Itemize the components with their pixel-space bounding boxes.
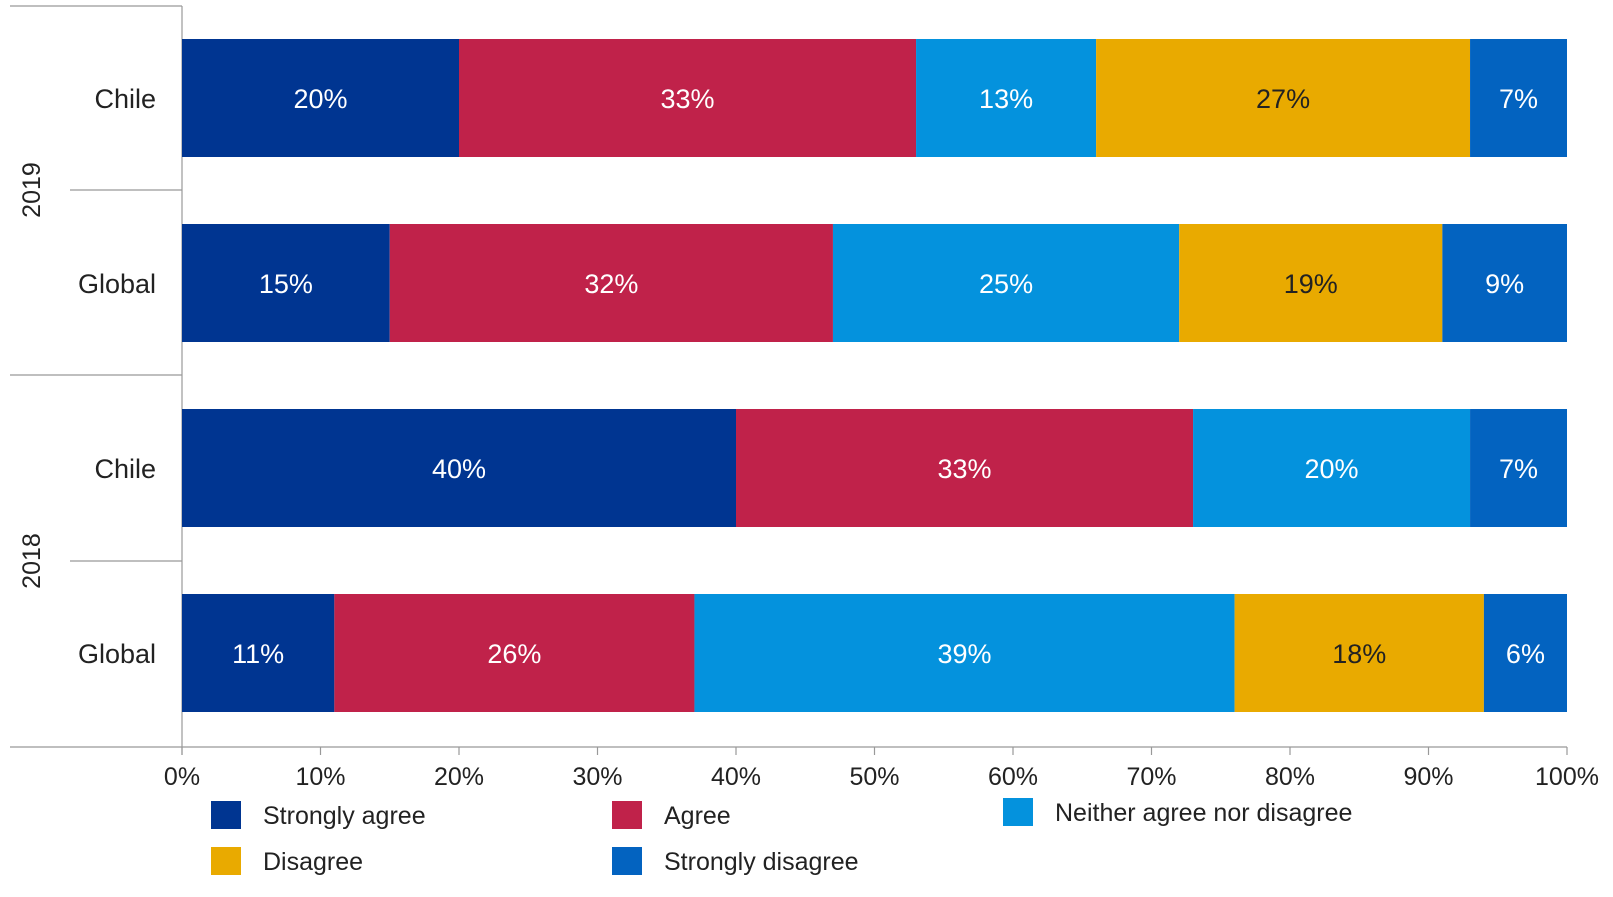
- data-label: 33%: [937, 454, 991, 484]
- bar-segment-agree: [334, 594, 695, 712]
- data-label: 13%: [979, 84, 1033, 114]
- bar-segment-strongly-agree: [182, 39, 459, 157]
- data-label: 6%: [1506, 639, 1545, 669]
- bar-segment-strongly-disagree: [1470, 409, 1567, 527]
- data-label: 18%: [1332, 639, 1386, 669]
- group-label: 2019: [18, 162, 46, 218]
- legend-label: Disagree: [263, 848, 363, 876]
- bar-segment-strongly-agree: [182, 224, 390, 342]
- bar-segment-strongly-disagree: [1442, 224, 1567, 342]
- data-label: 25%: [979, 269, 1033, 299]
- bar-segment-disagree: [1096, 39, 1471, 157]
- bar-segment-strongly-agree: [182, 409, 736, 527]
- x-tick-label: 40%: [711, 763, 761, 791]
- category-label: Global: [78, 269, 156, 299]
- bar-segment-strongly-disagree: [1483, 594, 1567, 712]
- data-label: 19%: [1284, 269, 1338, 299]
- x-tick-label: 20%: [434, 763, 484, 791]
- legend-swatch: [211, 801, 241, 829]
- data-label: 9%: [1485, 269, 1524, 299]
- bar-segment-agree: [459, 39, 917, 157]
- x-tick-label: 80%: [1265, 763, 1315, 791]
- legend-label: Agree: [664, 802, 731, 830]
- bar-segment-neither-agree-nor-disagree: [694, 594, 1235, 712]
- category-label: Chile: [94, 454, 156, 484]
- data-label: 40%: [432, 454, 486, 484]
- labels-layer: 20% 33% 13% 27% 7% 15% 32% 25% 19% 9% 40% 33% 20% 7% 1…: [232, 84, 1545, 669]
- data-label: 33%: [661, 84, 715, 114]
- legend-label: Strongly disagree: [664, 848, 859, 876]
- bars-layer: [182, 39, 1567, 712]
- legend-swatch: [612, 801, 642, 829]
- legend-swatch: [211, 847, 241, 875]
- x-tick-label: 30%: [572, 763, 622, 791]
- x-tick-label: 50%: [849, 763, 899, 791]
- data-label: 11%: [232, 639, 284, 669]
- group-label: 2018: [18, 533, 46, 589]
- data-label: 7%: [1499, 454, 1538, 484]
- x-tick-label: 10%: [295, 763, 345, 791]
- bar-segment-disagree: [1234, 594, 1484, 712]
- category-label: Global: [78, 639, 156, 669]
- legend-label: Strongly agree: [263, 802, 426, 830]
- bar-segment-agree: [389, 224, 833, 342]
- x-tick-label: 90%: [1403, 763, 1453, 791]
- bar-segment-strongly-disagree: [1470, 39, 1567, 157]
- legend-swatch: [612, 847, 642, 875]
- data-label: 27%: [1256, 84, 1310, 114]
- bar-segment-disagree: [1179, 224, 1443, 342]
- bar-segment-agree: [736, 409, 1194, 527]
- x-tick-label: 100%: [1535, 763, 1599, 791]
- category-label: Chile: [94, 84, 156, 114]
- data-label: 15%: [259, 269, 313, 299]
- data-label: 32%: [584, 269, 638, 299]
- data-label: 20%: [293, 84, 347, 114]
- bar-segment-strongly-agree: [182, 594, 335, 712]
- axis-layer: Chile Global Chile Global 2019 2018 0% 10% 20% 30…: [10, 5, 1599, 791]
- legend-label: Neither agree nor disagree: [1055, 799, 1352, 827]
- x-tick-label: 0%: [164, 763, 200, 791]
- bar-segment-neither-agree-nor-disagree: [916, 39, 1097, 157]
- bar-segment-neither-agree-nor-disagree: [832, 224, 1180, 342]
- bar-segment-neither-agree-nor-disagree: [1193, 409, 1471, 527]
- data-label: 39%: [937, 639, 991, 669]
- data-label: 26%: [487, 639, 541, 669]
- data-label: 20%: [1305, 454, 1359, 484]
- legend-swatch: [1003, 798, 1033, 826]
- x-tick-label: 60%: [988, 763, 1038, 791]
- x-tick-label: 70%: [1126, 763, 1176, 791]
- data-label: 7%: [1499, 84, 1538, 114]
- legend: Strongly agree Agree Neither agree nor dis…: [211, 798, 1352, 876]
